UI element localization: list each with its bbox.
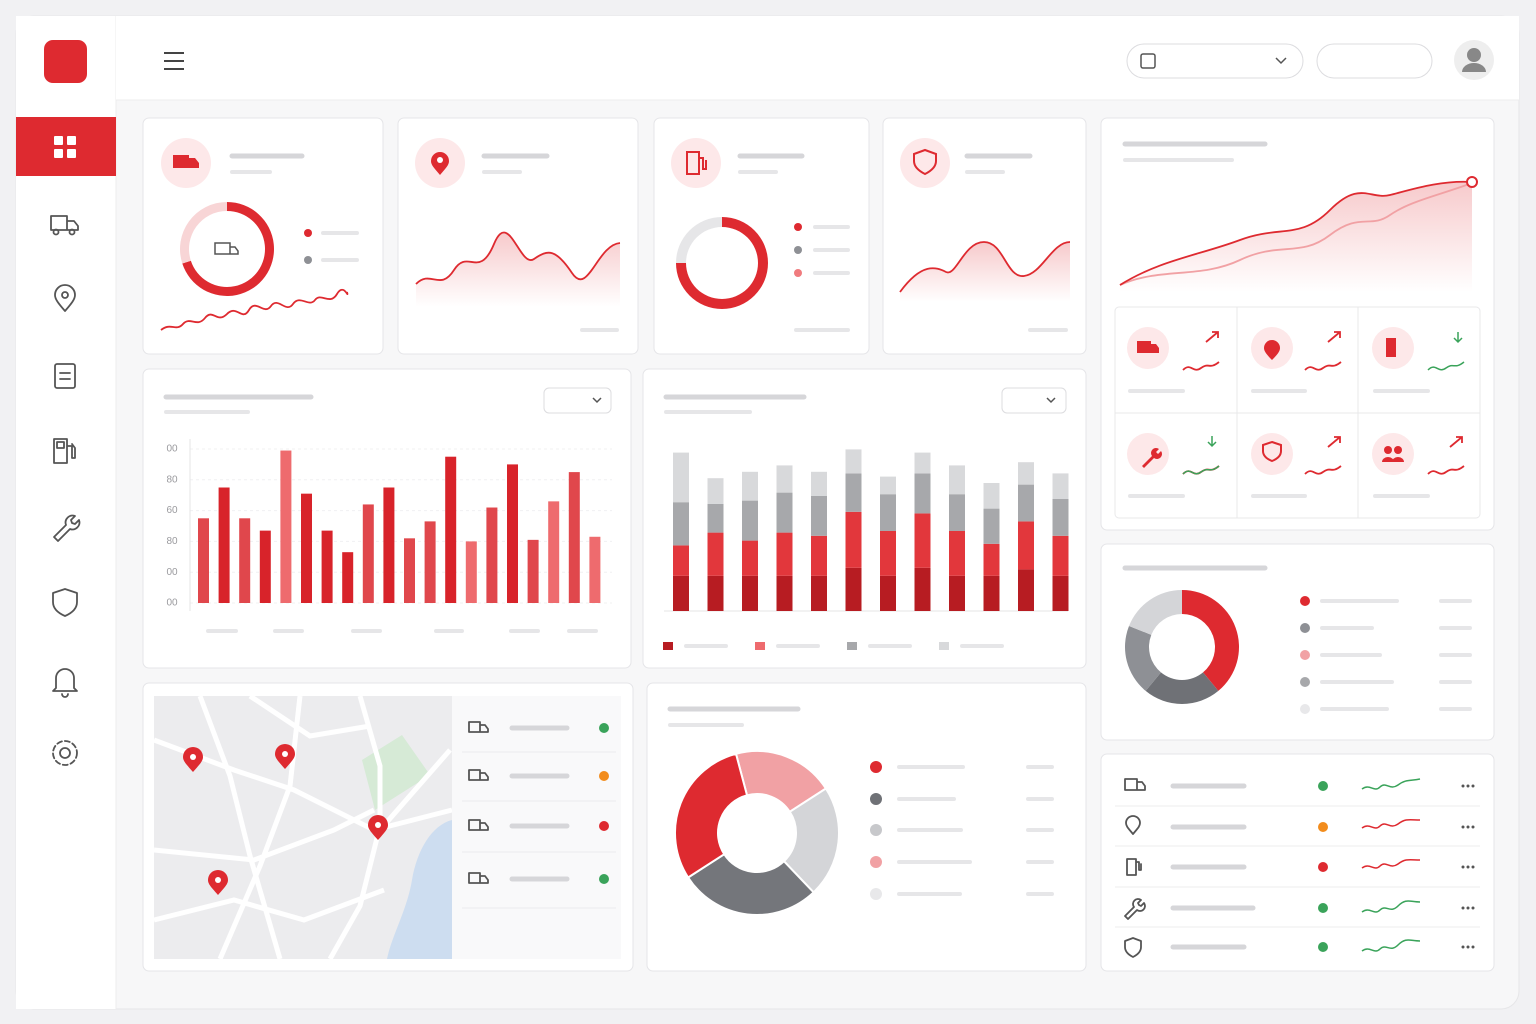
bar: [301, 493, 312, 603]
bar-segment: [983, 508, 1000, 544]
bar-segment: [1052, 499, 1069, 536]
bar-segment: [811, 535, 827, 576]
bar-segment: [914, 452, 931, 474]
bar: [548, 501, 560, 603]
y-tick-label: 80: [166, 536, 178, 547]
filter-dropdown[interactable]: [1316, 43, 1433, 79]
bar-segment: [845, 567, 862, 611]
bar-segment: [880, 575, 896, 611]
donut-segment: [782, 787, 840, 894]
bar-segment: [673, 452, 689, 503]
bar: [568, 472, 580, 603]
bar-segment: [914, 513, 931, 568]
bar-segment: [880, 531, 896, 576]
donut-segment: [676, 217, 722, 264]
truck-icon: [214, 242, 239, 255]
bar-segment: [914, 567, 931, 611]
bar: [486, 507, 498, 603]
bar-segment: [811, 495, 827, 536]
nav-icons[interactable]: [50, 215, 81, 766]
bar-segment: [811, 471, 827, 496]
bar-segment: [673, 545, 689, 576]
bar: [383, 487, 395, 603]
bar-segment: [776, 575, 793, 611]
donut-segment: [674, 752, 749, 879]
bar-segment: [1018, 462, 1034, 485]
bar-segment: [949, 494, 965, 531]
donut-segment: [686, 852, 816, 916]
bar-segment: [776, 465, 793, 493]
bar-segment: [707, 532, 724, 576]
bar-segment: [983, 483, 1000, 509]
bar-segment: [742, 540, 758, 576]
y-tick-label: 80: [166, 474, 178, 485]
bar-segment: [1052, 535, 1069, 576]
bar-segment: [742, 471, 758, 501]
bar-segment: [914, 473, 931, 514]
donut-segment: [1129, 590, 1182, 635]
bar-segment: [1052, 575, 1069, 611]
bar: [239, 518, 251, 603]
bar-segment: [949, 575, 965, 611]
y-tick-label: 00: [166, 567, 178, 578]
y-tick-label: 60: [166, 505, 178, 516]
bar-segment: [707, 575, 724, 611]
bar: [259, 530, 271, 603]
bar: [321, 530, 333, 603]
logo[interactable]: [44, 40, 87, 83]
bar-segment: [880, 494, 896, 531]
donut-segment: [1181, 590, 1240, 691]
bar-segment: [1052, 473, 1069, 499]
bar-segment: [673, 575, 689, 611]
donut-segment: [1145, 672, 1219, 704]
bar: [198, 518, 209, 603]
bar-segment: [1018, 569, 1034, 611]
bar: [527, 539, 539, 603]
bar: [465, 541, 477, 603]
bar-segment: [776, 532, 793, 576]
bar-segment: [845, 473, 862, 512]
donut-segment: [180, 202, 227, 264]
bar-segment: [880, 476, 896, 495]
bar: [280, 450, 292, 603]
bar: [404, 538, 415, 603]
bar-segment: [983, 543, 1000, 576]
y-tick-label: 00: [166, 444, 178, 455]
bar-segment: [845, 511, 862, 568]
date-picker[interactable]: [1126, 43, 1304, 79]
y-tick-label: 00: [166, 598, 178, 609]
menu-button[interactable]: [164, 52, 184, 70]
bar-segment: [949, 465, 965, 495]
bar: [424, 521, 436, 603]
bar-chart-filter[interactable]: [543, 387, 612, 414]
bar-segment: [742, 575, 758, 611]
layout: [15, 15, 1520, 1010]
bar: [507, 464, 518, 603]
bar-segment: [845, 449, 862, 474]
bar-segment: [1018, 521, 1034, 570]
bar: [342, 552, 354, 603]
bar-segment: [949, 531, 965, 576]
nav-dashboard[interactable]: [16, 117, 116, 176]
bar-segment: [707, 503, 724, 533]
bar-segment: [707, 478, 724, 504]
bar-segment: [983, 575, 1000, 611]
bar: [589, 536, 601, 603]
bar-segment: [811, 575, 827, 611]
bar: [445, 456, 457, 603]
bar-segment: [776, 492, 793, 533]
bar: [218, 487, 230, 603]
bar: [362, 504, 374, 603]
stacked-chart-filter[interactable]: [1001, 387, 1067, 414]
donut-segment: [1125, 626, 1161, 691]
bar-segment: [742, 500, 758, 541]
bar-segment: [1018, 484, 1034, 522]
bar-segment: [673, 502, 689, 546]
